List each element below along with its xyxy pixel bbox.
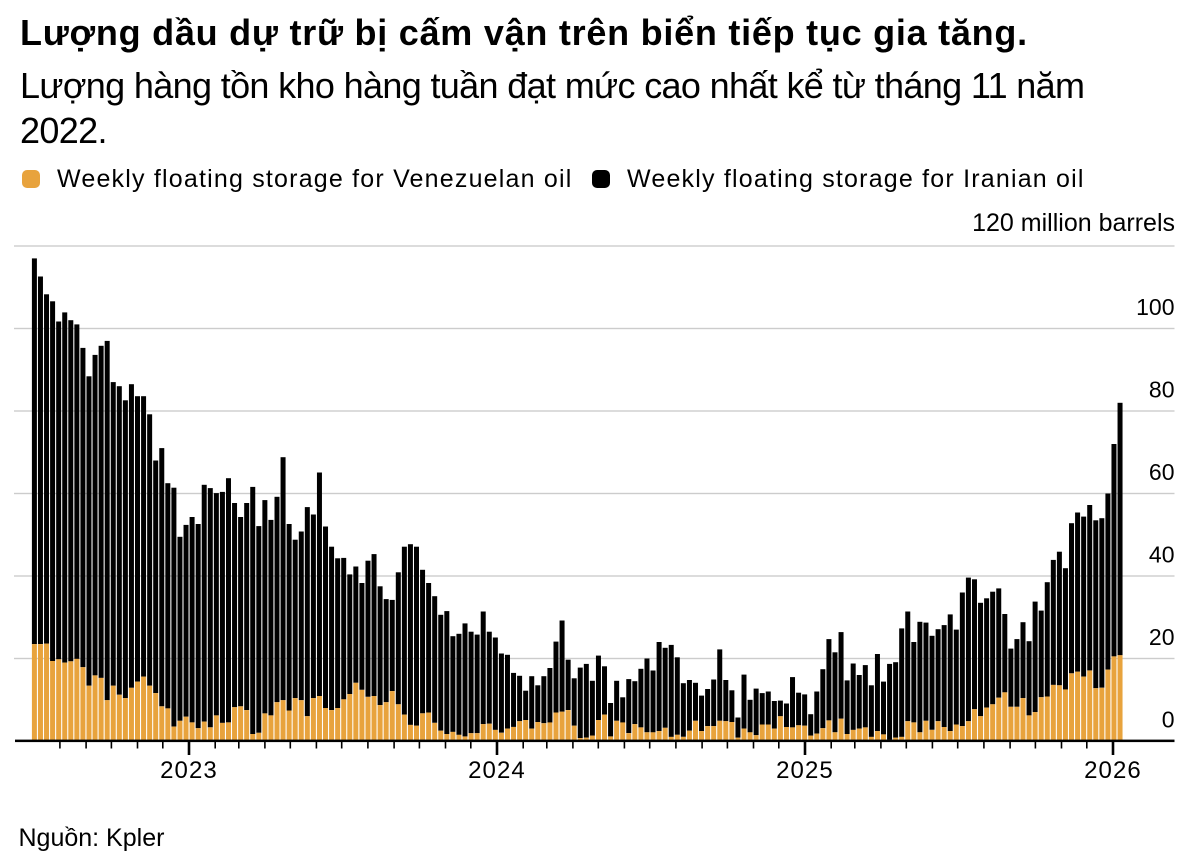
svg-text:100: 100 <box>1136 294 1174 320</box>
svg-text:40: 40 <box>1149 542 1175 568</box>
svg-text:2026: 2026 <box>1084 757 1142 784</box>
svg-text:2025: 2025 <box>776 757 834 784</box>
svg-text:2023: 2023 <box>160 757 218 784</box>
svg-text:0: 0 <box>1162 707 1175 733</box>
svg-text:2024: 2024 <box>468 757 526 784</box>
svg-text:60: 60 <box>1149 459 1175 485</box>
svg-text:20: 20 <box>1149 624 1175 650</box>
svg-text:80: 80 <box>1149 377 1175 403</box>
